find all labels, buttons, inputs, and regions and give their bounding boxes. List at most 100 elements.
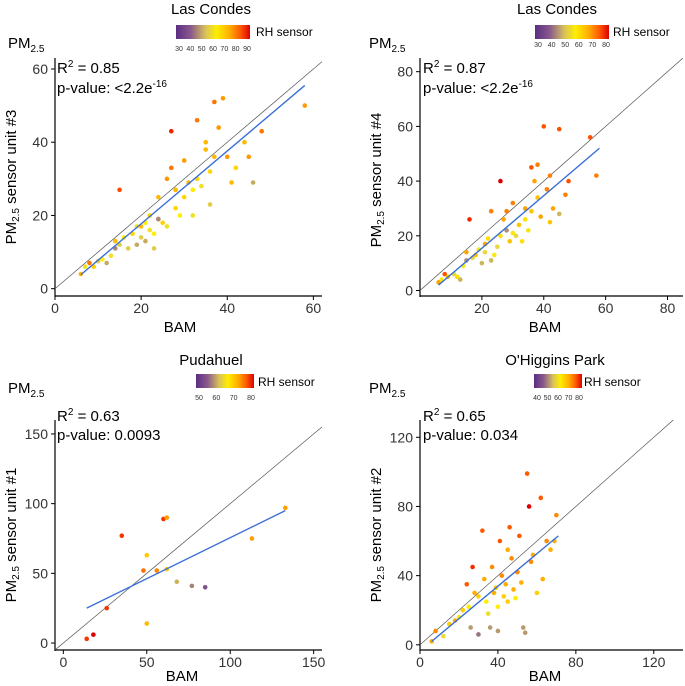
x-tick-label: 50 [139,654,155,670]
data-point [485,611,491,616]
data-point [224,154,230,160]
data-point [507,238,513,244]
plot-area: 0 50 100 150 0 50 100 150 [25,420,326,670]
data-point [499,573,505,578]
data-point [547,173,553,178]
data-point [125,246,131,251]
data-point [433,628,438,634]
legend-title: RH sensor [256,25,313,39]
legend-title: RH sensor [584,375,641,389]
data-point [510,230,516,236]
y-axis-title: PM2.5 sensor unit #1 [3,468,22,603]
panel-pudahuel-unit-1: Pudahuel PM2.5 RH sensor 50 60 70 80 0 50 100… [3,352,326,685]
data-point [534,590,540,596]
legend-tick-label: 80 [575,395,583,402]
legend-tick-label: 80 [247,395,255,402]
data-point [212,154,217,160]
data-point [485,236,491,241]
data-point [503,581,509,587]
data-point [479,260,485,266]
legend-title: RH sensor [613,25,670,39]
data-point [495,604,501,610]
y-tick-label: 50 [32,565,48,581]
r2-annotation: R2 = 0.85 [57,59,120,77]
y-axis-title: PM2.5 sensor unit #3 [3,110,22,245]
r2-annotation: R2 = 0.87 [423,59,486,77]
y-tick-label: 120 [390,429,414,445]
p-value-annotation: p-value: <2.2e-16 [423,79,533,97]
data-point [259,128,265,134]
legend-tick-label: 90 [243,46,251,53]
data-point [164,515,170,520]
legend-tick-labels: 50 60 70 80 [195,395,255,402]
data-point [112,238,118,244]
data-point [563,192,568,198]
legend-tick-label: 50 [195,395,203,402]
regression-line [80,84,306,276]
x-tick-label: 60 [598,300,614,316]
legend-tick-label: 50 [561,42,569,49]
data-point [164,224,170,229]
y-axis-title: PM2.5 sensor unit #2 [368,468,387,603]
plot-area: 0 40 80 120 0 40 80 120 [390,420,683,670]
r2-annotation: R2 = 0.65 [423,407,486,425]
panel-title: O'Higgins Park [505,352,605,369]
y-tick-label: 40 [32,134,48,150]
legend-tick-label: 40 [186,46,194,53]
data-point [505,599,510,604]
rh-colorbar [176,25,250,39]
data-point [511,587,516,592]
y-tick-label: 40 [397,173,413,189]
data-point [119,533,125,538]
data-point [84,636,90,642]
rh-colorbar [534,374,582,388]
data-point [529,165,534,170]
regression-line [438,147,600,286]
x-tick-label: 80 [568,654,584,670]
data-point [454,274,460,280]
x-tick-label: 0 [59,654,67,670]
data-point [173,205,178,211]
data-point [203,139,209,145]
data-point [495,628,501,634]
plot-area: 0 20 40 60 0 20 40 60 [32,58,322,316]
legend-tick-labels: 30 40 50 60 70 80 90 [175,46,251,53]
data-point [594,173,599,178]
data-point [117,187,122,193]
data-point [190,213,196,218]
data-point [517,533,522,539]
data-point [189,583,195,589]
y-axis-title: PM2.5 sensor unit #4 [368,113,387,248]
data-point [216,125,221,130]
x-tick-label: 80 [660,300,676,316]
y-tick-label: 60 [32,61,48,77]
data-point [212,99,217,105]
legend-tick-label: 40 [548,42,556,49]
data-point [476,594,481,599]
data-point [250,180,256,185]
x-tick-label: 20 [133,300,149,316]
y-tick-label: 0 [405,637,413,653]
data-point [556,126,562,132]
data-point [532,178,537,184]
data-point [460,607,466,613]
data-point [156,216,161,222]
identity-line [420,420,674,646]
data-point [488,258,494,263]
plot-clip [55,61,322,290]
data-point [141,568,146,573]
data-point [481,576,487,582]
data-point [207,169,213,174]
data-point [108,253,114,259]
data-point [505,547,510,552]
data-point [516,222,522,228]
data-point [177,213,183,218]
x-tick-label: 120 [642,654,666,670]
p-value-annotation: p-value: 0.034 [423,427,518,444]
data-point [520,625,526,630]
legend-tick-label: 30 [175,46,183,53]
panel-las-condes-unit-4: Las Condes PM2.5 RH sensor 30 40 50 60 70 80 … [368,1,683,336]
panel-las-condes-unit-3: Las Condes PM2.5 RH sensor 30 40 50 60 70 80 9… [3,1,322,336]
plot-clip [55,426,322,650]
data-point [566,178,571,184]
